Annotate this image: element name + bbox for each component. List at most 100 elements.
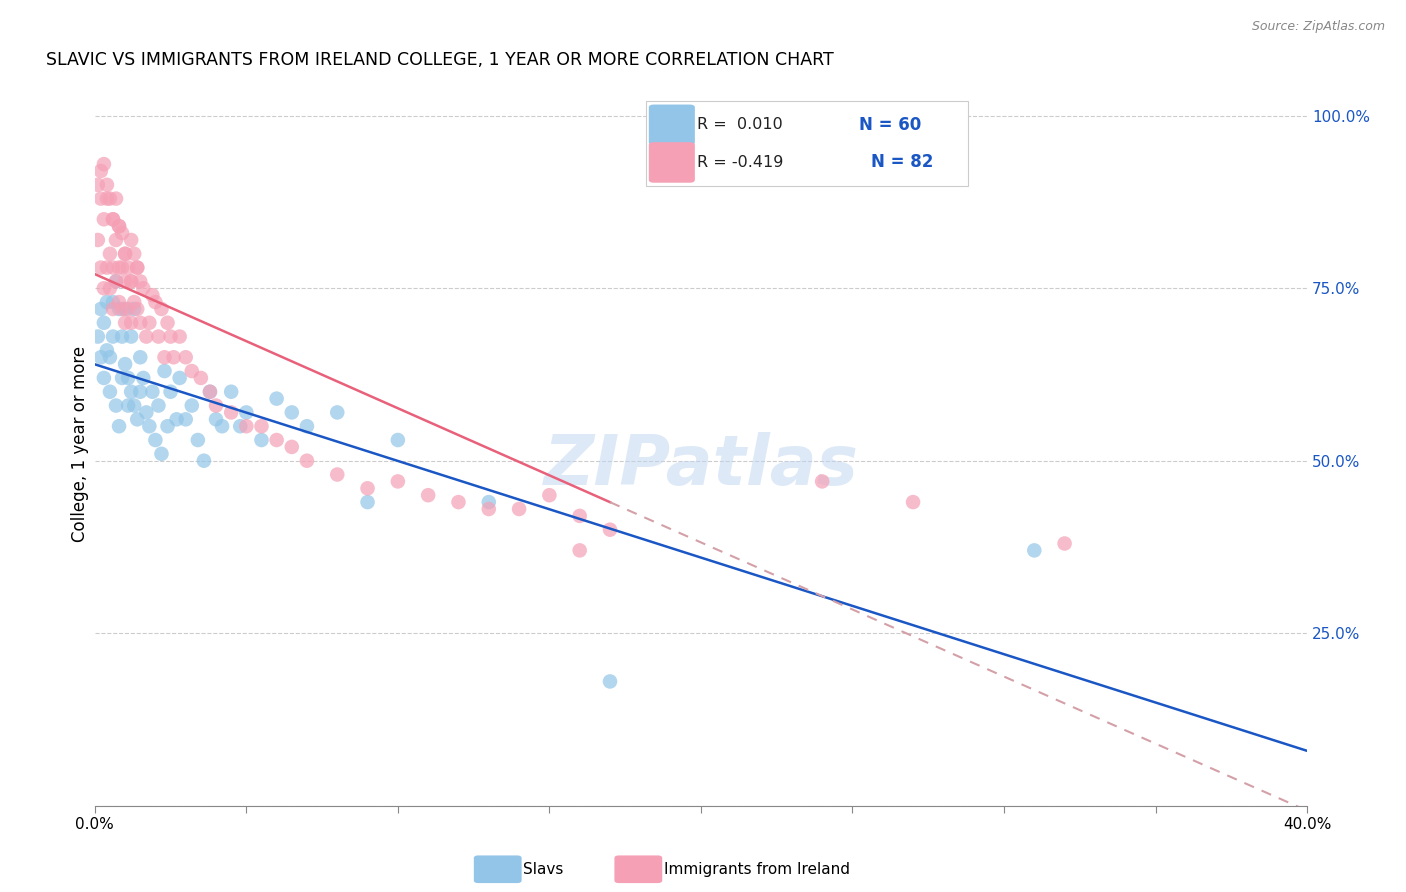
Point [114, 247, 136, 261]
Point [295, 453, 318, 467]
Point [387, 475, 409, 489]
Point [127, 412, 149, 426]
Point [326, 405, 349, 419]
Point [108, 295, 131, 310]
Point [148, 329, 170, 343]
Text: N = 82: N = 82 [870, 153, 934, 171]
Point [135, 329, 157, 343]
Point [148, 399, 170, 413]
Text: Immigrants from Ireland: Immigrants from Ireland [664, 863, 849, 877]
Point [129, 384, 152, 399]
Point [229, 419, 252, 434]
Point [105, 192, 128, 206]
Point [108, 219, 131, 234]
Point [135, 405, 157, 419]
Point [105, 274, 128, 288]
Text: R =  0.010: R = 0.010 [697, 118, 783, 132]
Point [93, 212, 115, 227]
Point [122, 301, 145, 316]
Point [101, 212, 124, 227]
Point [180, 399, 202, 413]
Point [111, 371, 134, 385]
Point [117, 301, 139, 316]
Point [129, 351, 152, 365]
Point [114, 357, 136, 371]
Point [145, 295, 167, 310]
Point [478, 495, 501, 509]
Point [93, 371, 115, 385]
Point [281, 440, 304, 454]
Point [138, 419, 160, 434]
Point [101, 329, 124, 343]
Point [120, 233, 142, 247]
Point [120, 316, 142, 330]
Point [120, 329, 142, 343]
Point [478, 502, 501, 516]
Point [568, 543, 591, 558]
Text: SLAVIC VS IMMIGRANTS FROM IRELAND COLLEGE, 1 YEAR OR MORE CORRELATION CHART: SLAVIC VS IMMIGRANTS FROM IRELAND COLLEG… [46, 51, 834, 69]
Point [90, 301, 112, 316]
Point [198, 384, 221, 399]
Point [98, 351, 121, 365]
Point [150, 301, 173, 316]
Point [266, 433, 288, 447]
Point [96, 178, 118, 192]
Point [166, 412, 188, 426]
Point [356, 481, 378, 495]
Point [387, 433, 409, 447]
Point [1053, 536, 1076, 550]
Point [250, 419, 273, 434]
Point [114, 247, 136, 261]
Point [93, 281, 115, 295]
Point [156, 419, 179, 434]
Point [93, 316, 115, 330]
Point [111, 226, 134, 240]
Point [153, 364, 176, 378]
Point [811, 475, 834, 489]
Point [326, 467, 349, 482]
Point [162, 351, 184, 365]
Point [117, 371, 139, 385]
Text: N = 60: N = 60 [859, 116, 921, 134]
Point [538, 488, 561, 502]
Point [356, 495, 378, 509]
Point [105, 233, 128, 247]
Point [120, 274, 142, 288]
Point [169, 329, 191, 343]
Point [447, 495, 470, 509]
Point [98, 247, 121, 261]
Point [98, 192, 121, 206]
Point [101, 260, 124, 275]
Point [87, 178, 110, 192]
Point [127, 301, 149, 316]
Point [127, 260, 149, 275]
Point [418, 488, 440, 502]
Point [114, 301, 136, 316]
Point [141, 288, 163, 302]
Point [180, 364, 202, 378]
Point [108, 219, 131, 234]
Point [599, 523, 621, 537]
Point [101, 212, 124, 227]
Point [901, 495, 924, 509]
Point [111, 301, 134, 316]
FancyBboxPatch shape [647, 101, 967, 186]
Text: ZIPatlas: ZIPatlas [544, 432, 859, 499]
Point [87, 233, 110, 247]
Point [96, 295, 118, 310]
Point [156, 316, 179, 330]
Point [120, 384, 142, 399]
Point [87, 329, 110, 343]
Point [122, 295, 145, 310]
Point [205, 412, 228, 426]
Point [96, 260, 118, 275]
Point [120, 274, 142, 288]
Point [145, 433, 167, 447]
Point [114, 274, 136, 288]
Point [114, 316, 136, 330]
Point [568, 508, 591, 523]
Point [101, 295, 124, 310]
Point [111, 260, 134, 275]
Text: Slavs: Slavs [523, 863, 564, 877]
Point [295, 419, 318, 434]
